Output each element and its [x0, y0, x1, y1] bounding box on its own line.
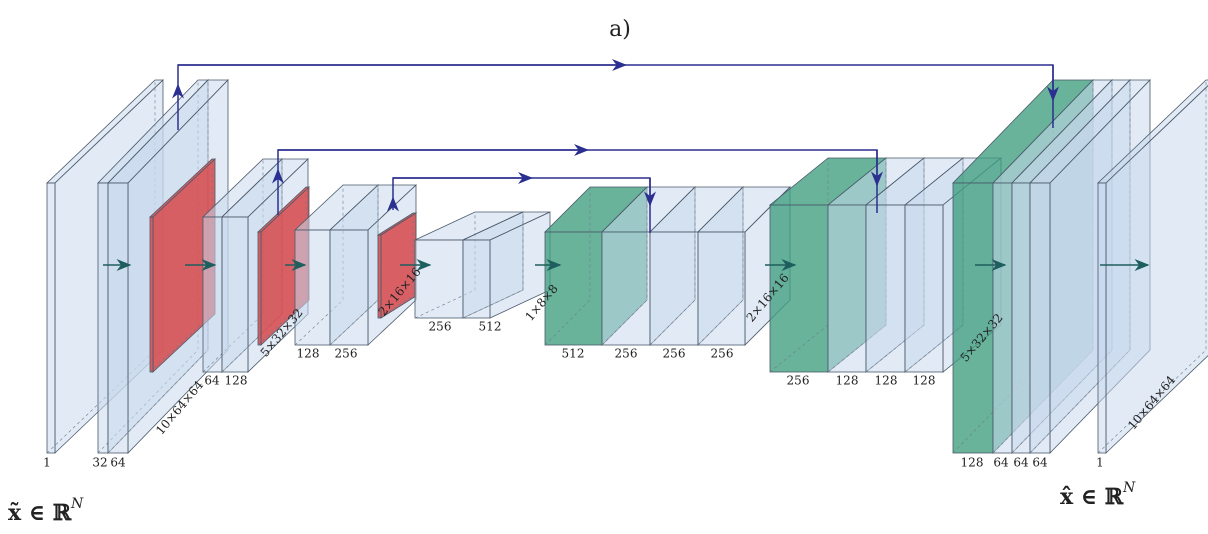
input-label-text: x̃ ∈ ℝ: [8, 500, 72, 526]
layer-front: [866, 205, 905, 372]
layer-front: [222, 217, 248, 372]
layer-front: [98, 183, 108, 453]
diagram: a) x̃ ∈ ℝN x̂ ∈ ℝN 1326410×64×64641285×3…: [0, 0, 1208, 534]
dimension-label: 128: [961, 456, 984, 470]
dimension-label: 32: [92, 456, 107, 470]
skip-connection: [178, 65, 1053, 128]
layer-front: [953, 183, 993, 453]
layer-front: [258, 232, 261, 345]
layer-front: [905, 205, 943, 372]
dimension-label: 512: [562, 347, 585, 361]
dimension-label: 128: [297, 347, 320, 361]
layer-front: [650, 232, 698, 345]
dimension-label: 64: [1032, 456, 1048, 470]
layer-front: [602, 232, 650, 345]
title: a): [609, 17, 631, 42]
layer-front: [203, 217, 222, 372]
dimension-label: 256: [335, 347, 358, 361]
layers: [47, 80, 1208, 453]
dimension-label: 64: [204, 374, 220, 388]
dimension-label: 1: [1096, 456, 1104, 470]
layer-front: [295, 230, 330, 345]
layer-front: [828, 205, 866, 372]
layer-front: [150, 217, 153, 372]
dimension-label: 1: [43, 456, 51, 470]
dimension-label: 128: [836, 374, 859, 388]
dimension-label: 128: [875, 374, 898, 388]
dimension-label: 64: [110, 456, 126, 470]
layer-front: [1012, 183, 1030, 453]
output-label: x̂ ∈ ℝN: [1060, 480, 1136, 510]
dimension-label: 64: [1013, 456, 1029, 470]
layer-front: [415, 240, 463, 318]
input-label: x̃ ∈ ℝN: [8, 496, 84, 526]
layer-front: [47, 183, 55, 453]
dimension-label: 256: [711, 347, 734, 361]
layer-front: [330, 230, 368, 345]
output-label-sup: N: [1122, 480, 1136, 496]
output-label-text: x̂ ∈ ℝ: [1060, 484, 1124, 510]
layer-front: [108, 183, 128, 453]
dimension-label: 256: [615, 347, 638, 361]
layer-front: [463, 240, 490, 318]
input-label-sup: N: [70, 496, 84, 512]
dimension-label: 256: [787, 374, 810, 388]
layer-front: [698, 232, 745, 345]
dimension-label: 64: [993, 456, 1009, 470]
dimension-label: 128: [225, 374, 248, 388]
layer-front: [1030, 183, 1050, 453]
dimension-label: 512: [479, 320, 502, 334]
dimension-label: 256: [429, 320, 452, 334]
dimension-label: 256: [663, 347, 686, 361]
layer-front: [1098, 183, 1106, 453]
dimension-label: 128: [913, 374, 936, 388]
